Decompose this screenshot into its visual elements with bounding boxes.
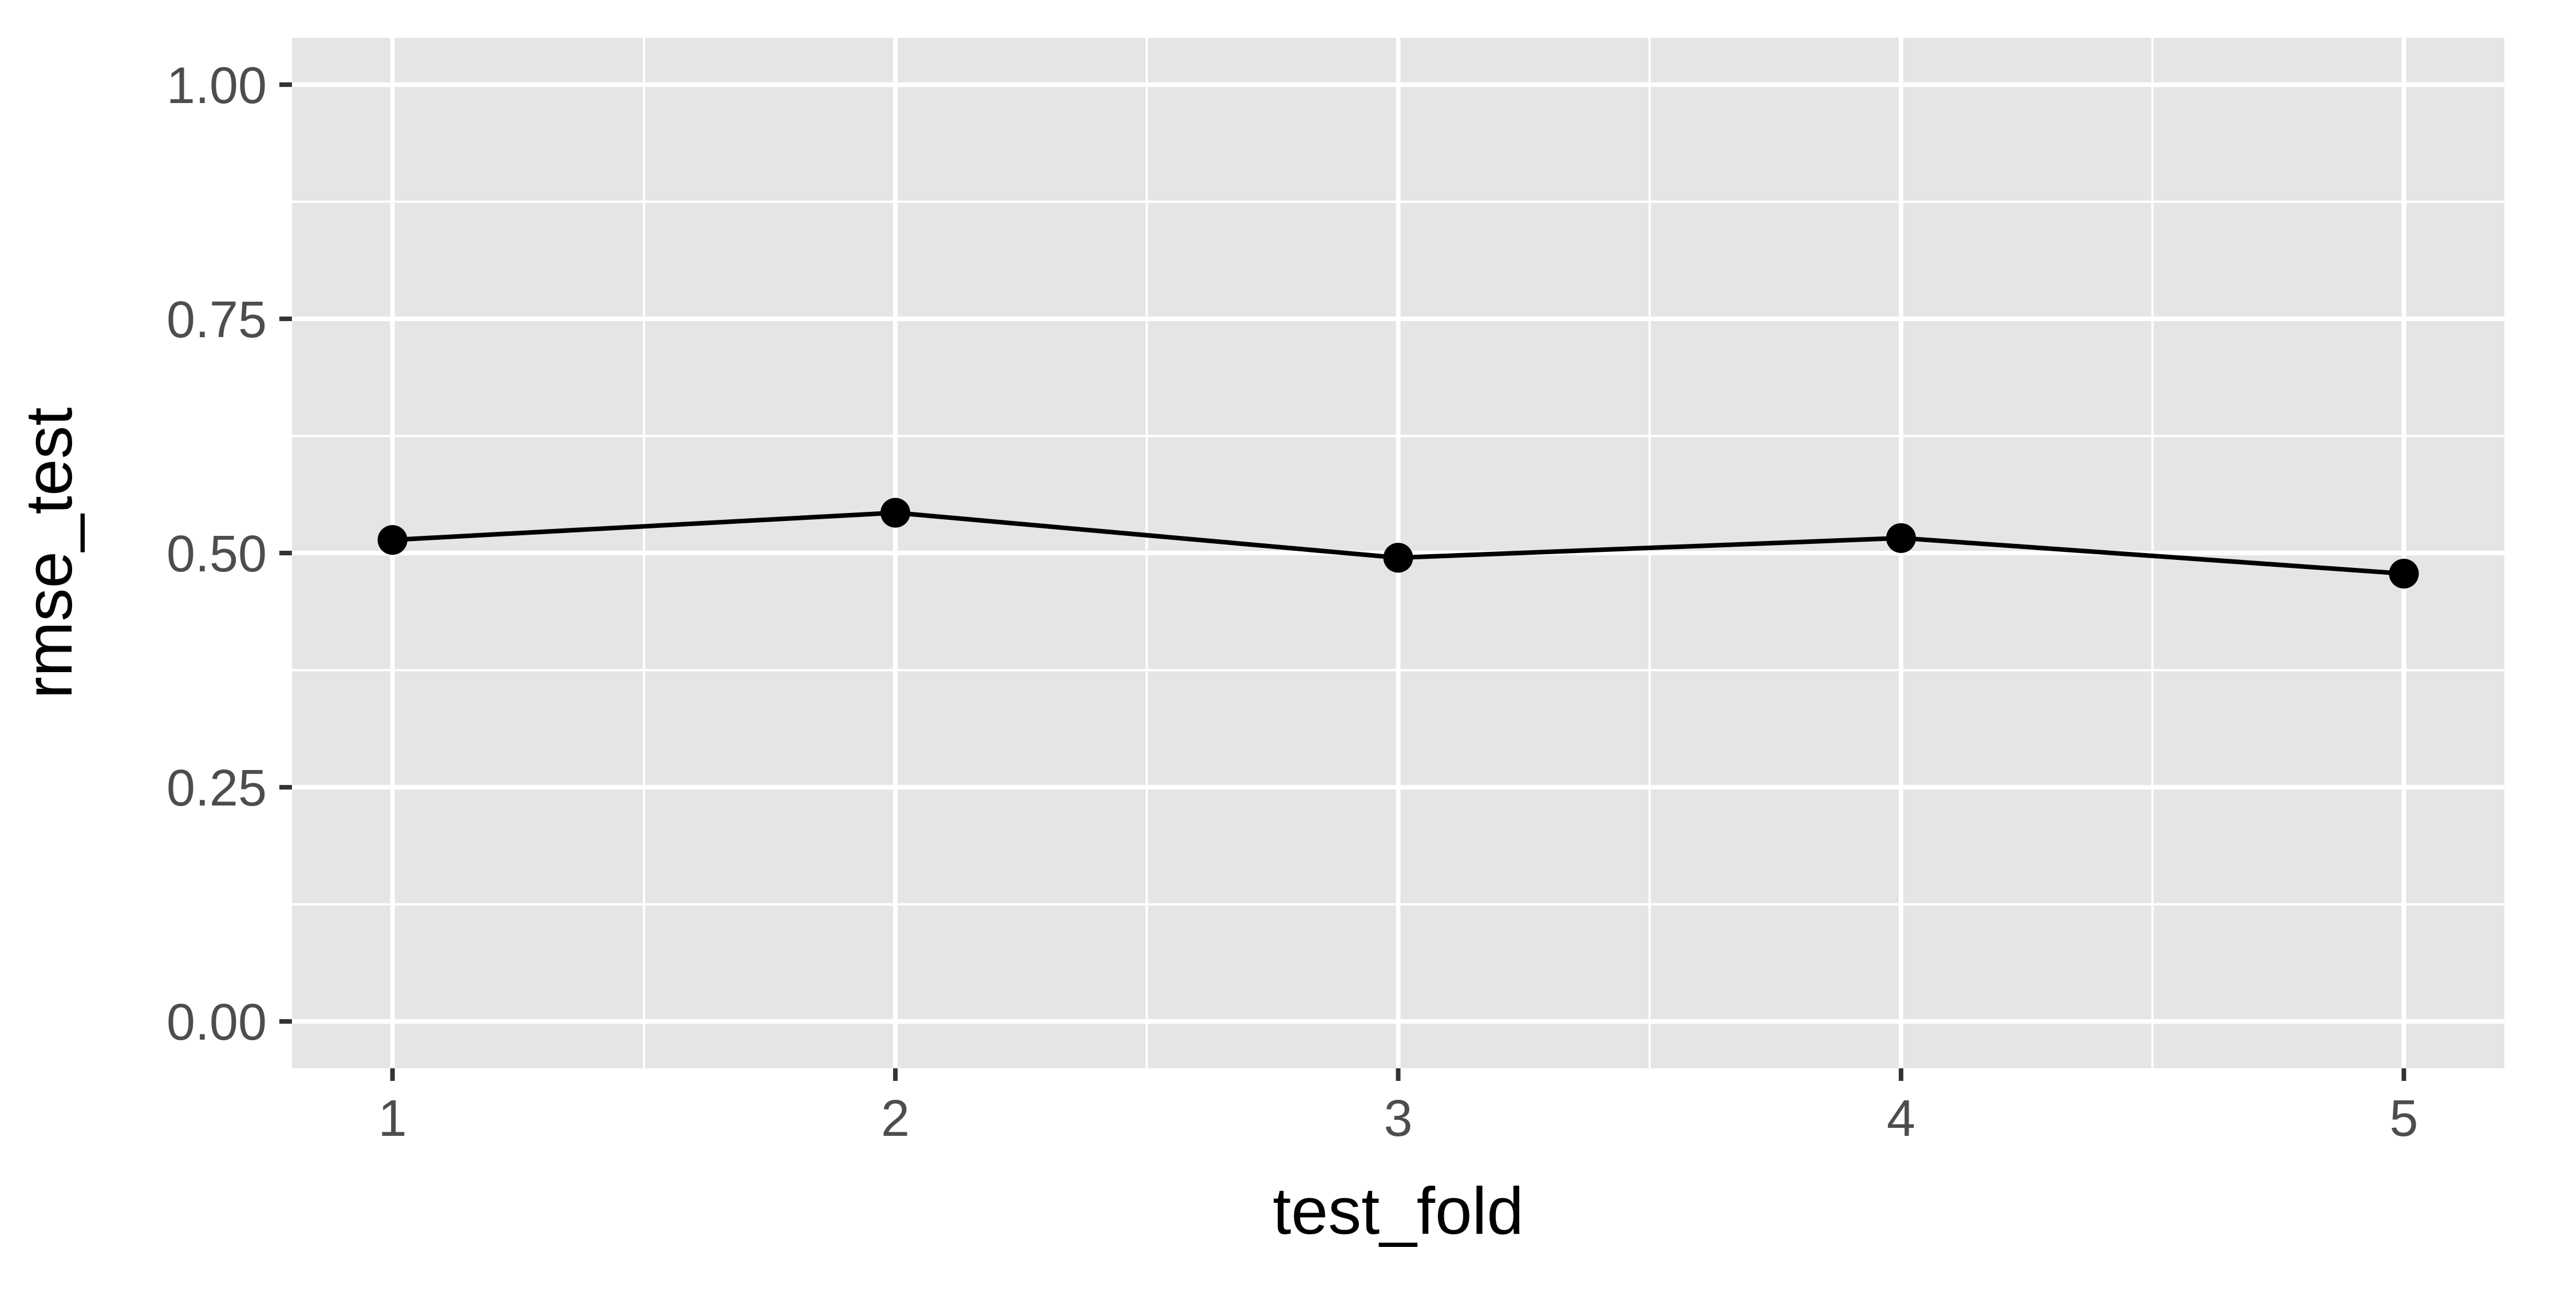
y-axis-title: rmse_test [11, 407, 86, 698]
y-axis: 0.00 0.25 0.50 0.75 1.00 [167, 57, 292, 1051]
data-point [377, 525, 408, 555]
data-point [1383, 543, 1413, 573]
x-tick-label: 1 [378, 1090, 407, 1147]
data-point [1886, 523, 1916, 553]
data-point [2389, 559, 2419, 589]
x-tick-label: 4 [1887, 1090, 1915, 1147]
y-tick-label: 0.50 [167, 526, 267, 583]
y-tick-label: 0.00 [167, 994, 267, 1051]
y-tick-label: 1.00 [167, 57, 267, 115]
y-tick-label: 0.25 [167, 760, 267, 817]
x-tick-label: 2 [881, 1090, 910, 1147]
x-axis-title: test_fold [1273, 1174, 1524, 1248]
x-tick-label: 3 [1384, 1090, 1412, 1147]
y-tick-label: 0.75 [167, 291, 267, 349]
x-axis: 1 2 3 4 5 [378, 1068, 2418, 1147]
data-point [880, 498, 911, 528]
x-tick-label: 5 [2389, 1090, 2418, 1147]
series-layer [377, 498, 2419, 589]
